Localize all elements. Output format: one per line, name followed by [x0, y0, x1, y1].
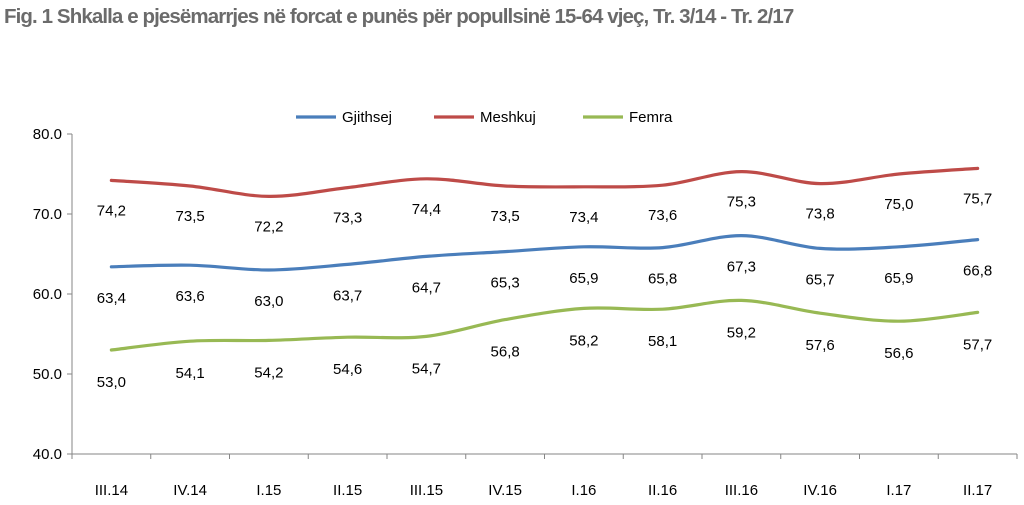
y-tick-label: 80.0	[33, 126, 62, 143]
data-labels: 63,4 63,6 63,0 63,7 64,7 65,3 65,9 65,8 67,3 65,7…	[97, 190, 992, 391]
series-line-gjithsej	[109, 233, 980, 272]
data-label: 64,7	[412, 279, 441, 296]
data-label: 58,1	[648, 333, 677, 350]
series-lines	[109, 166, 980, 352]
data-label: 57,6	[806, 337, 835, 354]
data-label: 54,1	[176, 365, 205, 382]
x-tick-label: II.16	[648, 482, 677, 499]
data-label: 56,6	[884, 345, 913, 362]
data-label: 57,7	[963, 336, 992, 353]
data-label: 73,8	[806, 206, 835, 223]
data-label: 73,5	[491, 208, 520, 225]
x-tick-label: I.17	[886, 482, 911, 499]
y-tick-label: 40.0	[33, 446, 62, 463]
x-tick-label: IV.16	[803, 482, 837, 499]
chart-title: Fig. 1 Shkalla e pjesëmarrjes në forcat …	[4, 5, 794, 28]
data-label: 74,2	[97, 202, 126, 219]
data-label: 73,6	[648, 207, 677, 224]
x-tick-label: I.16	[571, 482, 596, 499]
data-label: 63,6	[176, 288, 205, 305]
x-tick-label: II.17	[963, 482, 992, 499]
x-tick-label: III.16	[725, 482, 758, 499]
data-label: 65,3	[491, 275, 520, 292]
data-label: 74,4	[412, 201, 441, 218]
legend-label: Femra	[629, 109, 673, 126]
data-label: 73,3	[333, 210, 362, 227]
data-label: 67,3	[727, 259, 756, 276]
data-label: 66,8	[963, 263, 992, 280]
x-tick-label: III.14	[95, 482, 128, 499]
data-label: 65,7	[806, 271, 835, 288]
series-line-meshkuj	[109, 166, 980, 199]
data-label: 54,6	[333, 361, 362, 378]
data-label: 58,2	[569, 332, 598, 349]
data-label: 65,8	[648, 271, 677, 288]
data-label: 54,7	[412, 360, 441, 377]
data-label: 63,0	[254, 293, 283, 310]
x-tick-label: I.15	[256, 482, 281, 499]
y-tick-label: 60.0	[33, 286, 62, 303]
legend-label: Meshkuj	[480, 109, 536, 126]
data-label: 72,2	[254, 218, 283, 235]
data-label: 75,7	[963, 190, 992, 207]
data-label: 63,7	[333, 287, 362, 304]
series-line-femra	[109, 298, 980, 352]
x-tick-label: III.15	[410, 482, 443, 499]
data-label: 53,0	[97, 374, 126, 391]
chart-axes: 40.0 50.0 60.0 70.0 80.0 III.14 IV.14 I.15 II.15…	[33, 126, 1018, 499]
data-label: 59,2	[727, 324, 756, 341]
data-label: 63,4	[97, 290, 126, 307]
data-label: 65,9	[884, 270, 913, 287]
data-label: 75,3	[727, 194, 756, 211]
y-tick-label: 70.0	[33, 206, 62, 223]
x-tick-label: IV.14	[173, 482, 207, 499]
data-label: 73,5	[176, 208, 205, 225]
legend: Gjithsej Meshkuj Femra	[296, 109, 673, 126]
data-label: 65,9	[569, 270, 598, 287]
legend-label: Gjithsej	[342, 109, 392, 126]
data-label: 75,0	[884, 196, 913, 213]
x-tick-label: II.15	[333, 482, 362, 499]
data-label: 73,4	[569, 209, 598, 226]
data-label: 56,8	[491, 344, 520, 361]
data-label: 54,2	[254, 364, 283, 381]
y-tick-label: 50.0	[33, 366, 62, 383]
x-tick-label: IV.15	[488, 482, 522, 499]
